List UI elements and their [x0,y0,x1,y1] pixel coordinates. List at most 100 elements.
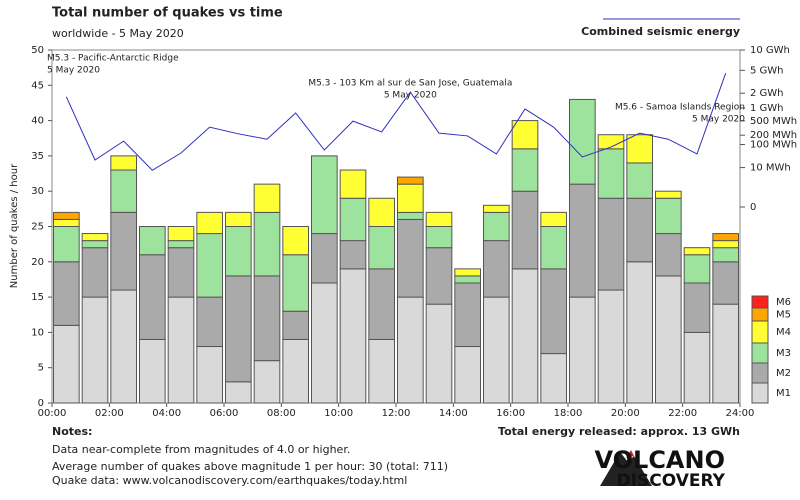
bar-segment [253,275,281,362]
legend-swatch [751,295,769,309]
annotation-date: 5 May 2020 [47,65,100,75]
bar-segment [483,204,510,213]
annotation: M5.3 - Pacific-Antarctic Ridge [47,53,179,63]
bar-segment [53,261,80,326]
bar-segment [196,346,223,404]
bar-segment [339,197,367,242]
bar-segment [425,226,453,249]
bar-segment [397,176,424,185]
y-tick-label: 40 [31,116,44,127]
bar-segment [167,296,195,404]
x-tick-label: 10:00 [324,408,353,419]
bar-segment [712,240,739,249]
y-axis-label: Number of quakes / hour [9,163,20,288]
y2-tick-label: 0 [750,202,756,213]
legend-swatch [751,307,769,322]
x-tick-label: 06:00 [210,408,239,419]
bar-segment [540,226,567,270]
legend-label: M3 [776,348,791,359]
y2-tick-label: 10 GWh [750,45,790,56]
bar-segment [540,211,567,228]
logo-text: DISCOVERY [617,471,726,491]
bar-segment [626,162,653,199]
chart-subtitle: worldwide - 5 May 2020 [52,27,184,40]
bar-segment [282,226,310,256]
bar-segment [225,211,252,228]
bar-segment [540,268,567,355]
y-tick-label: 20 [31,257,44,268]
bar-segment [483,296,510,404]
bar-segment [569,98,596,185]
bar-segment [569,296,596,404]
bar-segment [655,275,682,404]
bar-segment [368,197,396,227]
annotation-date: 5 May 2020 [692,115,745,125]
bar-segment [225,226,252,277]
y-tick-label: 10 [31,327,44,338]
legend-label: M6 [776,297,791,308]
bar-segment [339,240,367,270]
bar-segment [139,338,166,404]
bar-segment [167,240,195,249]
bar-segment [397,211,424,220]
y-tick-label: 5 [38,363,44,374]
legend-label: M4 [776,327,791,338]
bar-segment [110,169,138,213]
bar-segment [511,268,539,404]
x-tick-label: 18:00 [554,408,583,419]
x-tick-label: 16:00 [496,408,525,419]
bar-segment [425,247,453,305]
bar-segment [683,247,711,256]
bar-segment [253,211,281,277]
bar-segment [569,183,596,298]
bar-segment [282,254,310,312]
x-tick-label: 08:00 [267,408,296,419]
bar-segment [597,197,625,291]
bar-segment [454,268,482,277]
bar-segment [167,247,195,298]
y2-tick-label: 100 MWh [750,139,797,150]
bar-segment [196,211,223,235]
y-tick-label: 45 [31,80,44,91]
bar-segment [81,247,109,298]
bar-segment [53,218,80,228]
bar-segment [425,211,453,228]
bar-segment [397,296,424,404]
bar-segment [53,211,80,220]
bar-segment [311,155,338,235]
bar-segment [81,233,109,242]
bar-segment [139,226,166,256]
y2-tick-label: 10 MWh [750,163,791,174]
logo-icon [626,450,634,458]
x-tick-label: 14:00 [439,408,468,419]
bar-segment [597,289,625,404]
legend-label: M5 [776,310,791,321]
bar-segment [712,261,739,305]
bar-segment [339,268,367,404]
total-energy: Total energy released: approx. 13 GWh [498,425,740,438]
bar-segment [655,190,682,199]
bar-segment [511,190,539,270]
bar-segment [110,155,138,171]
chart-title: Total number of quakes vs time [52,6,283,21]
bar-segment [511,148,539,192]
bar-segment [167,226,195,242]
bar-segment [626,134,653,164]
bar-segment [282,338,310,404]
bar-segment [712,247,739,263]
bar-segment [311,282,338,404]
y-tick-label: 35 [31,151,44,162]
y-tick-label: 15 [31,292,44,303]
bar-segment [626,261,653,404]
bar-segment [683,282,711,333]
annotation: M5.6 - Samoa Islands Region [615,103,745,113]
bar-segment [425,303,453,404]
bar-segment [196,296,223,348]
bar-segment [110,289,138,404]
bar-segment [253,183,281,213]
bar-segment [683,254,711,284]
bar-segment [81,296,109,404]
bar-segment [483,211,510,242]
y-tick-label: 30 [31,186,44,197]
